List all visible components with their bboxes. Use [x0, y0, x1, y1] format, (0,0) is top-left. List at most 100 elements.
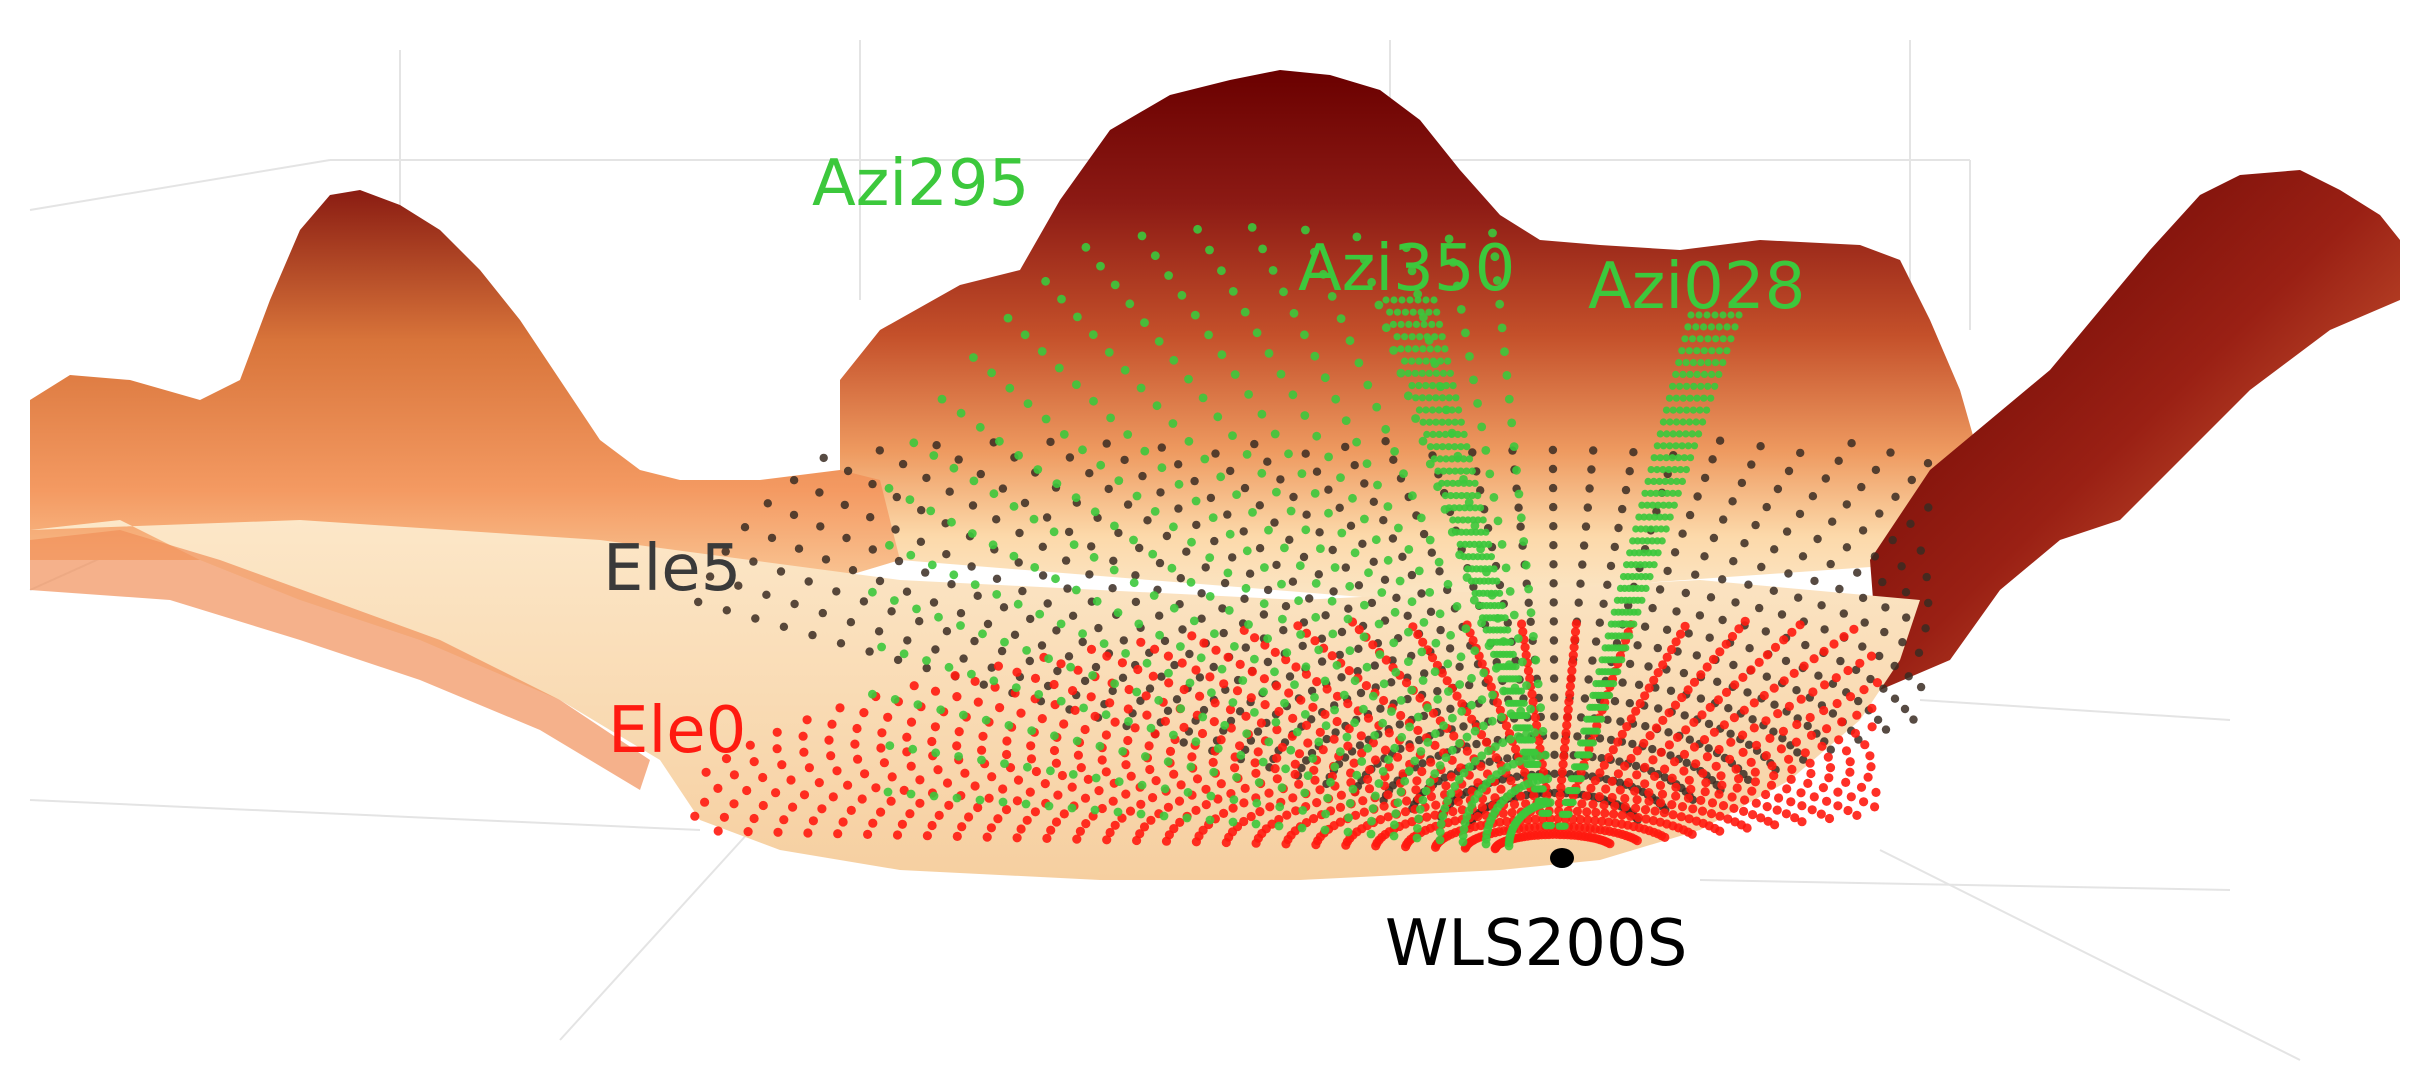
- azi295-point: [1374, 619, 1384, 629]
- ele5-point: [1299, 552, 1309, 562]
- azi295-point: [1129, 535, 1138, 545]
- ele5-point: [1584, 675, 1593, 684]
- ele5-point: [1120, 455, 1129, 465]
- azi295-point: [1250, 708, 1259, 717]
- azi295-point: [1023, 399, 1033, 408]
- ele0-point: [1747, 786, 1757, 796]
- ele0-point: [786, 775, 796, 785]
- azi295-point: [1375, 650, 1385, 659]
- azi350-point: [1434, 345, 1442, 353]
- ele0-point: [1056, 659, 1066, 669]
- ele5-point: [1245, 569, 1255, 578]
- ele0-point: [1053, 790, 1063, 800]
- ele5-point: [1709, 533, 1719, 543]
- azi295-point: [1258, 244, 1267, 254]
- azi295-point: [909, 438, 919, 448]
- azi295-point: [1316, 544, 1325, 553]
- azi028-point: [1704, 335, 1712, 343]
- azi028-point: [1589, 739, 1597, 747]
- azi295-point: [868, 689, 877, 699]
- azi295-point: [1354, 358, 1364, 368]
- ele0-point: [1169, 769, 1179, 779]
- azi028-point: [1672, 442, 1680, 450]
- azi028-point: [1642, 525, 1650, 533]
- azi295-point: [1522, 729, 1531, 739]
- ele0-point: [1784, 701, 1794, 712]
- ele0-point: [1852, 710, 1862, 720]
- ele0-point: [1655, 780, 1666, 791]
- ele5-point: [1781, 656, 1791, 666]
- ele0-point: [1716, 771, 1726, 781]
- ele5-point: [1870, 552, 1880, 561]
- azi295-point: [1121, 649, 1130, 658]
- ele0-point: [1680, 621, 1690, 631]
- ele5-point: [1109, 556, 1118, 565]
- ele5-point: [819, 453, 828, 463]
- ele0-point: [1677, 692, 1687, 703]
- ele5-point: [1891, 492, 1900, 501]
- ele0-point: [1706, 809, 1717, 819]
- label-ele0: Ele0: [608, 694, 746, 768]
- ele5-point: [763, 499, 772, 508]
- ele0-point: [1565, 689, 1575, 699]
- ele5-point: [998, 484, 1008, 493]
- ele0-point: [1270, 647, 1280, 658]
- ele5-point: [1240, 483, 1250, 493]
- ele0-point: [1662, 652, 1672, 662]
- azi350-point: [1451, 467, 1459, 475]
- azi295-point: [1041, 414, 1051, 424]
- ele0-point: [1556, 783, 1566, 793]
- ele0-point: [1797, 817, 1807, 827]
- azi295-point: [1459, 768, 1469, 778]
- azi350-point: [1493, 577, 1501, 585]
- azi295-point: [1425, 777, 1435, 787]
- ele0-point: [1191, 665, 1201, 675]
- ele5-point: [1625, 659, 1635, 669]
- azi295-point: [987, 368, 996, 378]
- azi295-point: [1198, 712, 1208, 722]
- azi295-point: [1020, 330, 1030, 340]
- ele5-point: [721, 547, 730, 556]
- azi028-point: [1658, 537, 1666, 545]
- ele0-point: [1072, 834, 1082, 844]
- azi295-point: [1507, 418, 1517, 428]
- azi350-point: [1443, 479, 1451, 487]
- ele0-point: [1267, 819, 1277, 829]
- azi028-point: [1715, 370, 1723, 378]
- ele0-point: [1565, 681, 1575, 691]
- ele5-point: [1821, 474, 1831, 483]
- azi295-point: [1217, 664, 1227, 674]
- ele5-point: [1866, 674, 1875, 684]
- azi350-point: [1445, 418, 1453, 426]
- ele0-point: [1590, 816, 1600, 826]
- ele0-point: [1833, 787, 1843, 797]
- ele5-point: [740, 523, 750, 532]
- ele0-point: [1604, 752, 1614, 763]
- ele0-point: [1343, 741, 1353, 751]
- ele0-point: [1246, 811, 1256, 822]
- ele0-point: [1567, 666, 1577, 676]
- ele5-point: [1695, 611, 1705, 620]
- ele5-point: [970, 636, 979, 646]
- ele0-point: [1843, 805, 1853, 816]
- azi295-point: [1423, 703, 1432, 713]
- ele5-point: [1197, 589, 1206, 598]
- azi295-point: [1348, 493, 1357, 503]
- azi295-point: [1461, 328, 1470, 338]
- ele0-point: [1431, 800, 1441, 810]
- ele0-point: [1718, 801, 1729, 811]
- azi295-point: [1004, 721, 1014, 730]
- azi295-point: [1254, 778, 1264, 787]
- ele0-point: [899, 785, 909, 796]
- azi295-point: [1182, 813, 1192, 823]
- azi028-point: [1707, 394, 1715, 402]
- ele0-point: [1761, 716, 1771, 726]
- azi028-point: [1695, 311, 1703, 319]
- azimuth295-scan-points: [868, 223, 1555, 851]
- ele5-point: [1691, 570, 1700, 579]
- azi028-point: [1688, 335, 1697, 343]
- azi295-point: [1320, 373, 1330, 383]
- azi350-point: [1441, 406, 1450, 414]
- ele0-point: [1568, 650, 1578, 660]
- ele5-point: [903, 636, 912, 645]
